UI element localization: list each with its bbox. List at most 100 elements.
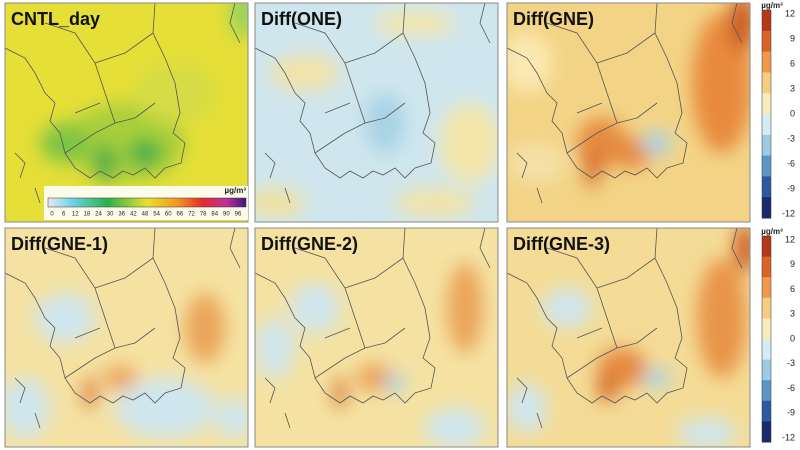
field-blob <box>730 3 750 53</box>
colorbar-tick-label: -3 <box>787 358 795 368</box>
colorbar-tick-label: -12 <box>782 432 795 442</box>
colorbar-segment <box>762 197 771 219</box>
field-blob <box>612 138 652 168</box>
colorbar-tick-label: 3 <box>790 309 795 319</box>
field-blob <box>642 131 672 155</box>
field-blob <box>507 33 552 93</box>
map-panel: Diff(GNE) <box>506 2 751 223</box>
colorbar-tick-label: 60 <box>165 212 172 218</box>
colorbar-tick-label: 6 <box>62 212 66 218</box>
colorbar-tick-label: 36 <box>118 212 125 218</box>
colorbar-tick-label: -9 <box>787 408 795 418</box>
colorbar-segment <box>762 339 771 361</box>
map-field <box>5 3 248 222</box>
coastline <box>255 228 491 429</box>
colorbar-unit: µg/m³ <box>761 227 783 236</box>
colorbar-tick-label: 54 <box>153 212 160 218</box>
panel-border <box>506 2 751 223</box>
colorbar-tick-label: 78 <box>200 212 207 218</box>
panel-border <box>4 227 249 448</box>
field-blob <box>290 283 340 333</box>
colorbar-segment <box>762 93 771 115</box>
colorbar-tick-label: 18 <box>84 212 91 218</box>
colorbar-tick-label: 0 <box>50 212 54 218</box>
colorbar-tick-label: -9 <box>787 183 795 193</box>
colorbar-tick-label: 9 <box>790 259 795 269</box>
colorbar-tick-label: -12 <box>782 208 795 218</box>
colorbar-segment <box>762 318 771 340</box>
field-blob <box>334 377 346 409</box>
panel-border <box>254 227 499 448</box>
field-blob <box>425 408 485 447</box>
field-blob <box>375 11 455 35</box>
map-panel: CNTL_day <box>4 2 249 223</box>
map-field <box>255 3 498 222</box>
colorbar-tick-label: 84 <box>211 212 218 218</box>
colorbar-frame <box>761 235 772 443</box>
field-blob <box>365 93 405 153</box>
field-blob <box>84 377 96 409</box>
field-blob <box>270 55 340 91</box>
coastline <box>5 3 241 204</box>
panel-border <box>4 2 249 223</box>
field-blob <box>95 143 115 183</box>
field-blobs <box>255 11 498 218</box>
field-blob <box>5 378 50 438</box>
field-blob <box>135 63 215 123</box>
colorbar-unit: µg/m³ <box>225 186 247 195</box>
field-blobs <box>40 3 248 183</box>
panel-title: Diff(GNE-2) <box>261 234 358 254</box>
field-blob <box>584 148 600 188</box>
map-field <box>507 3 750 222</box>
colorbar-tick-label: 12 <box>785 234 795 244</box>
coastline <box>5 228 241 429</box>
map-panel: Diff(GNE-2) <box>254 227 499 448</box>
panel-title: Diff(GNE) <box>513 9 594 29</box>
cntl-colorbar <box>47 197 247 208</box>
colorbar-tick-label: 90 <box>223 212 230 218</box>
colorbar-segment <box>762 176 771 198</box>
colorbar-frame <box>761 9 772 219</box>
colorbar-segment <box>762 421 771 443</box>
field-blob <box>35 293 95 343</box>
colorbar-segment <box>762 134 771 157</box>
colorbar-tick-label: 24 <box>95 212 102 218</box>
colorbar-tick-label: -6 <box>787 383 795 393</box>
field-blob <box>231 3 248 38</box>
colorbar-tick-label: 12 <box>72 212 79 218</box>
coastline <box>507 228 743 429</box>
colorbar-tick-label: 66 <box>177 212 184 218</box>
colorbar-tick-label: 9 <box>790 33 795 43</box>
colorbar-tick-label: -3 <box>787 133 795 143</box>
colorbar-tick-label: -6 <box>787 158 795 168</box>
field-blobs <box>507 3 750 188</box>
field-blob <box>643 368 671 388</box>
colorbar-segment <box>762 72 771 94</box>
colorbar-tick-label: 96 <box>235 212 242 218</box>
map-panel: Diff(ONE) <box>254 2 499 223</box>
panel-border <box>506 227 751 448</box>
field-blob <box>355 364 395 392</box>
field-blob <box>735 228 750 273</box>
colorbar-tick-label: 72 <box>188 212 195 218</box>
field-blob <box>507 383 547 433</box>
colorbar-segment <box>762 236 771 258</box>
field-blob <box>385 373 405 393</box>
colorbar-tick-label: 30 <box>107 212 114 218</box>
field-blob <box>215 398 248 438</box>
field-blob <box>542 288 592 328</box>
field-blob <box>40 123 90 163</box>
field-blobs <box>5 293 248 438</box>
coastline <box>507 3 743 204</box>
colorbar-segment <box>762 256 771 278</box>
colorbar-segment <box>762 297 771 319</box>
panel-title: Diff(ONE) <box>261 9 342 29</box>
colorbar-segment <box>762 10 771 32</box>
map-field <box>255 228 498 447</box>
field-blobs <box>255 263 485 447</box>
colorbar-segment <box>762 114 771 136</box>
field-blob <box>102 366 138 390</box>
field-blob <box>677 418 737 447</box>
field-blob <box>507 143 567 183</box>
